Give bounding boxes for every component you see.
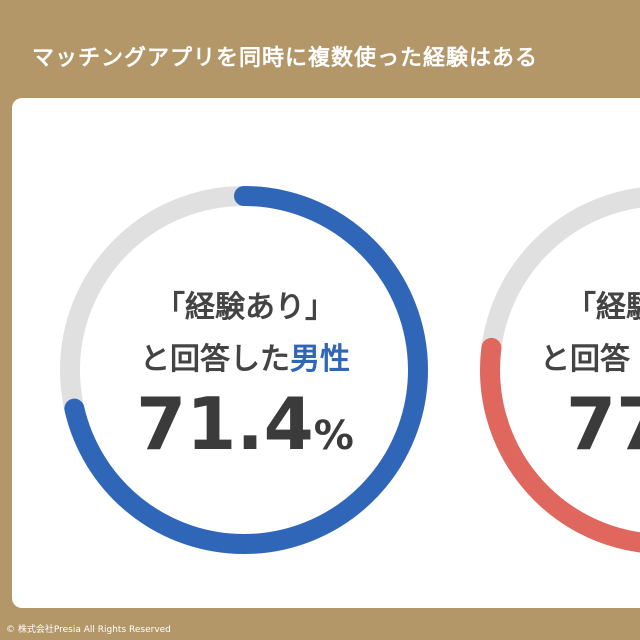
female-ring-value-arc (480, 186, 640, 554)
male-label-prefix: と回答した (140, 342, 290, 377)
chart-title: マッチングアプリを同時に複数使った経験はある (32, 46, 539, 71)
male-ring-value-arc (60, 186, 428, 554)
female-value: 77 (566, 382, 640, 466)
female-label-line2: と回答 (540, 342, 630, 377)
copyright: © 株式会社Presia All Rights Reserved (6, 625, 171, 635)
male-label-line1: 「経験あり」 (155, 290, 335, 325)
female-label-line1: 「経験 (566, 290, 640, 325)
male-label-highlight: 男性 (290, 342, 350, 377)
male-percentage: 71.4% (110, 382, 380, 466)
male-unit: % (313, 413, 354, 459)
male-value: 71.4 (136, 382, 314, 466)
male-label-line2: と回答した男性 (110, 334, 380, 378)
